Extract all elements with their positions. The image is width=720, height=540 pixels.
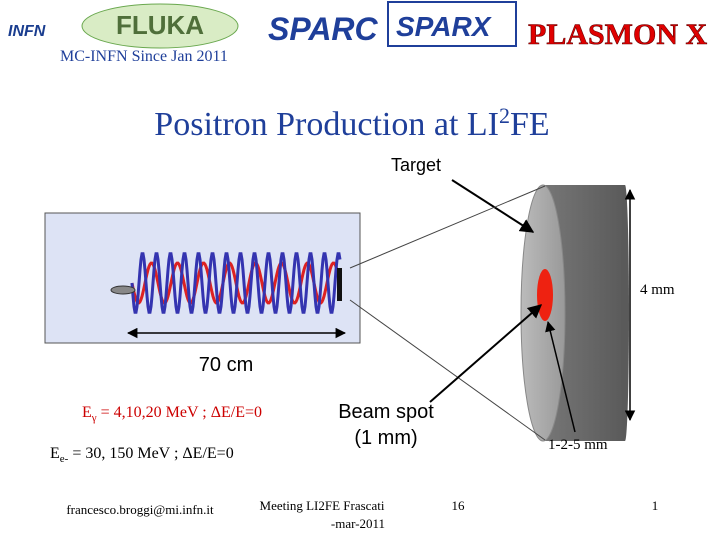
footer-meeting: Meeting LI2FE Frascati (260, 498, 385, 513)
slide-title: Positron Production at LI2FE (154, 103, 549, 143)
converter (337, 268, 342, 301)
logo-fluka: FLUKA (116, 10, 204, 40)
target-label: Target (391, 155, 441, 175)
electron-wave (130, 252, 342, 314)
beam-spot-label: (1 mm) (354, 427, 417, 449)
beam-spot (537, 269, 553, 321)
energy-text: = 30, 150 MeV ; ΔE/E=0 (68, 445, 233, 462)
subscript: e- (60, 453, 69, 465)
photon-energy: Eγ = 4,10,20 MeV ; ΔE/E=0 (82, 404, 262, 424)
header-subtitle: MC-INFN Since Jan 2011 (60, 48, 228, 65)
energy-text: = 4,10,20 MeV ; ΔE/E=0 (97, 404, 262, 421)
title-text: Positron Production at LI (154, 106, 499, 143)
spot-pointer (429, 304, 543, 403)
symbol: E (50, 445, 60, 462)
logo-box (387, 1, 517, 47)
target-back (621, 185, 629, 441)
footer-slide: 1 (652, 498, 659, 513)
spot-sizes-label: 1-2-5 mm (548, 437, 608, 453)
footer-page: 16 (452, 498, 466, 513)
projection-line (349, 185, 546, 269)
electron-bunch (110, 285, 136, 295)
logo-sparx: SPARX (396, 11, 493, 42)
length-label: 70 cm (199, 354, 253, 376)
electron-energy: Ee- = 30, 150 MeV ; ΔE/E=0 (50, 445, 234, 465)
footer-meeting: -mar-2011 (331, 516, 385, 531)
logo-plasmon: PLASMON X (528, 18, 708, 51)
logo-infn: INFN (8, 23, 46, 40)
projection-line (349, 299, 546, 441)
footer-author: francesco.broggi@mi.infn.it (66, 502, 214, 517)
title-sup: 2 (499, 103, 510, 128)
target-pointer (451, 179, 535, 233)
spot-size-pointer (545, 320, 576, 433)
logo-bg (81, 3, 239, 49)
title-tail: FE (510, 106, 550, 143)
symbol: E (82, 404, 92, 421)
logo-sparc: SPARC (268, 11, 379, 47)
beam-spot-label: Beam spot (338, 401, 434, 423)
thickness-label: 4 mm (640, 282, 675, 298)
subscript: γ (91, 412, 97, 424)
